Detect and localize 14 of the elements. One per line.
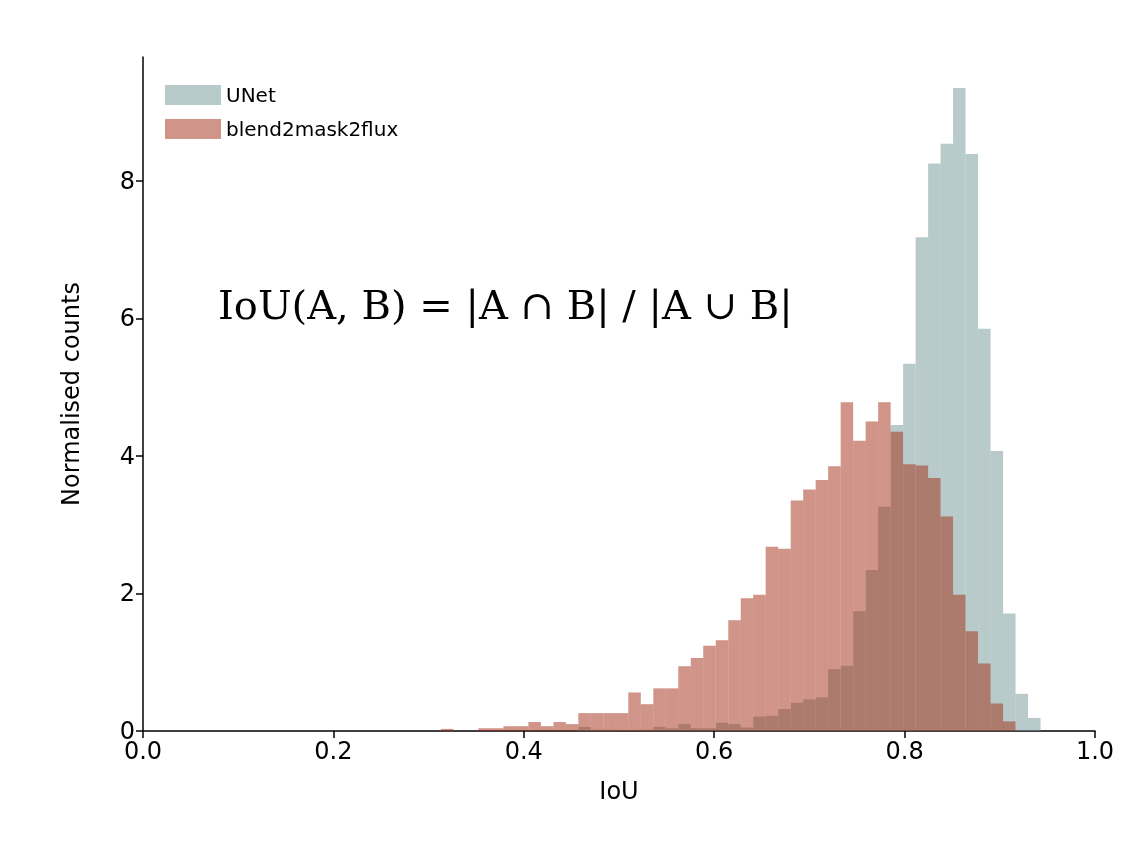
x-tick-label: 0.6 <box>695 737 734 765</box>
annotation: IoU(A, B) = |A ∩ B| / |A ∪ B| <box>218 282 793 328</box>
y-axis-title: Normalised counts <box>57 282 85 506</box>
y-tick-label: 6 <box>119 304 135 333</box>
legend-label: blend2mask2flux <box>226 117 399 141</box>
x-axis-title: IoU <box>599 777 639 805</box>
x-tick-label: 0.4 <box>504 737 543 765</box>
x-tick-label: 0.2 <box>314 737 353 765</box>
legend-label: UNet <box>226 83 276 107</box>
y-tick-label: 2 <box>119 579 135 608</box>
y-tick-label: 4 <box>119 441 135 470</box>
x-tick-label: 1.0 <box>1075 737 1115 765</box>
y-tick-label: 8 <box>119 166 135 195</box>
x-tick-label: 0.8 <box>885 737 924 765</box>
